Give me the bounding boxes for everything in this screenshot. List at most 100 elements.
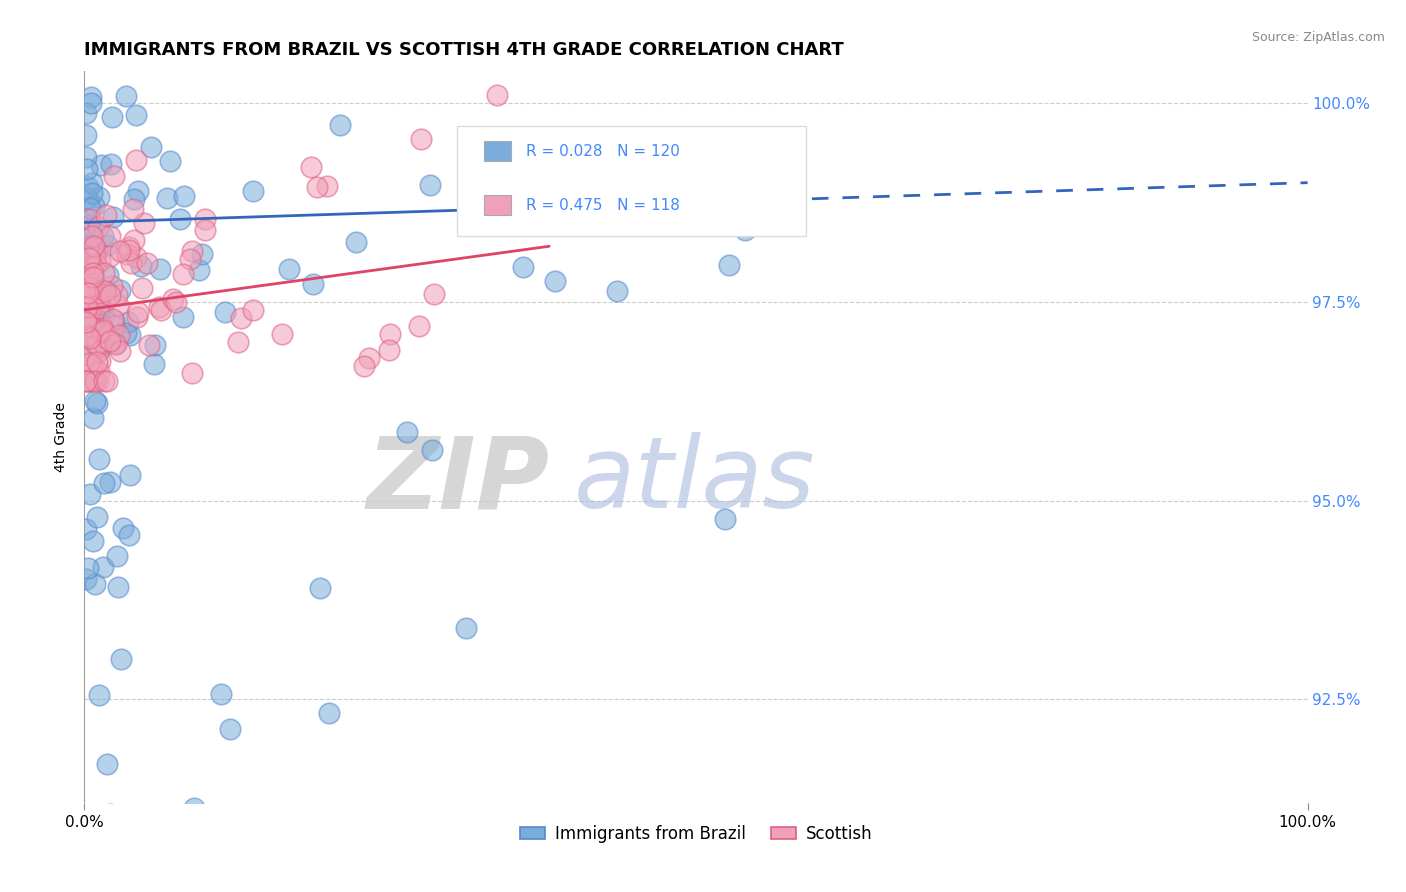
Point	[77, 179, 100, 194]
Point	[242, 302, 264, 317]
Point	[86, 375, 108, 389]
Point	[226, 334, 249, 349]
Point	[209, 687, 232, 701]
Point	[149, 303, 172, 318]
Point	[359, 351, 381, 365]
Point	[75, 375, 97, 389]
Point	[89, 318, 111, 332]
Point	[82, 320, 104, 334]
Point	[93, 330, 115, 344]
Point	[87, 220, 110, 235]
Point	[148, 300, 170, 314]
Point	[93, 375, 115, 389]
Point	[79, 238, 101, 252]
Point	[75, 375, 97, 389]
Point	[124, 250, 146, 264]
Point	[271, 326, 294, 341]
Point	[79, 219, 101, 233]
Point	[162, 292, 184, 306]
Point	[122, 233, 145, 247]
Point	[79, 486, 101, 500]
Point	[82, 229, 104, 244]
Point	[77, 257, 100, 271]
Point	[86, 340, 108, 354]
Point	[79, 318, 101, 333]
Point	[159, 153, 181, 168]
Point	[118, 528, 141, 542]
Point	[82, 411, 104, 425]
Point	[127, 184, 149, 198]
Point	[98, 288, 121, 302]
Point	[80, 269, 103, 284]
Point	[87, 344, 110, 359]
Point	[89, 365, 111, 379]
Point	[91, 326, 114, 341]
Point	[101, 210, 124, 224]
Point	[76, 310, 98, 324]
Point	[83, 238, 105, 252]
Point	[115, 247, 138, 261]
Point	[188, 262, 211, 277]
Point	[423, 287, 446, 301]
Point	[419, 178, 441, 192]
Point	[79, 300, 101, 314]
Point	[87, 452, 110, 467]
Point	[117, 315, 139, 329]
Point	[84, 375, 107, 389]
Point	[91, 323, 114, 337]
Point	[98, 329, 121, 343]
Point	[181, 367, 204, 381]
Point	[122, 192, 145, 206]
Point	[84, 250, 107, 264]
Point	[79, 330, 101, 344]
Point	[93, 284, 115, 298]
Point	[91, 325, 114, 339]
Point	[93, 266, 115, 280]
Point	[118, 240, 141, 254]
Point	[83, 307, 105, 321]
Point	[396, 425, 419, 439]
Point	[96, 285, 118, 299]
Point	[173, 189, 195, 203]
Point	[149, 261, 172, 276]
FancyBboxPatch shape	[457, 126, 806, 235]
Point	[77, 356, 100, 370]
Point	[76, 280, 98, 294]
Point	[75, 150, 97, 164]
Point	[87, 344, 110, 359]
Point	[110, 652, 132, 666]
Point	[97, 268, 120, 282]
Point	[219, 722, 242, 736]
Point	[76, 240, 98, 254]
Point	[89, 354, 111, 368]
Point	[125, 108, 148, 122]
Point	[512, 260, 534, 274]
Point	[98, 807, 121, 822]
Point	[301, 277, 323, 291]
Point	[734, 223, 756, 237]
Point	[328, 118, 350, 132]
Point	[242, 184, 264, 198]
Point	[141, 139, 163, 153]
Point	[131, 281, 153, 295]
Point	[378, 326, 401, 341]
Point	[77, 286, 100, 301]
Point	[408, 318, 430, 333]
Text: ZIP: ZIP	[366, 433, 550, 530]
Point	[76, 242, 98, 256]
Point	[101, 279, 124, 293]
Point	[307, 180, 329, 194]
Point	[86, 337, 108, 351]
Point	[129, 259, 152, 273]
Point	[100, 157, 122, 171]
Point	[110, 343, 132, 358]
Point	[87, 688, 110, 702]
Point	[411, 132, 433, 146]
Point	[120, 255, 142, 269]
Point	[172, 267, 194, 281]
Point	[652, 195, 675, 210]
Point	[79, 222, 101, 236]
Point	[76, 561, 98, 575]
Point	[79, 201, 101, 215]
Point	[377, 343, 399, 357]
